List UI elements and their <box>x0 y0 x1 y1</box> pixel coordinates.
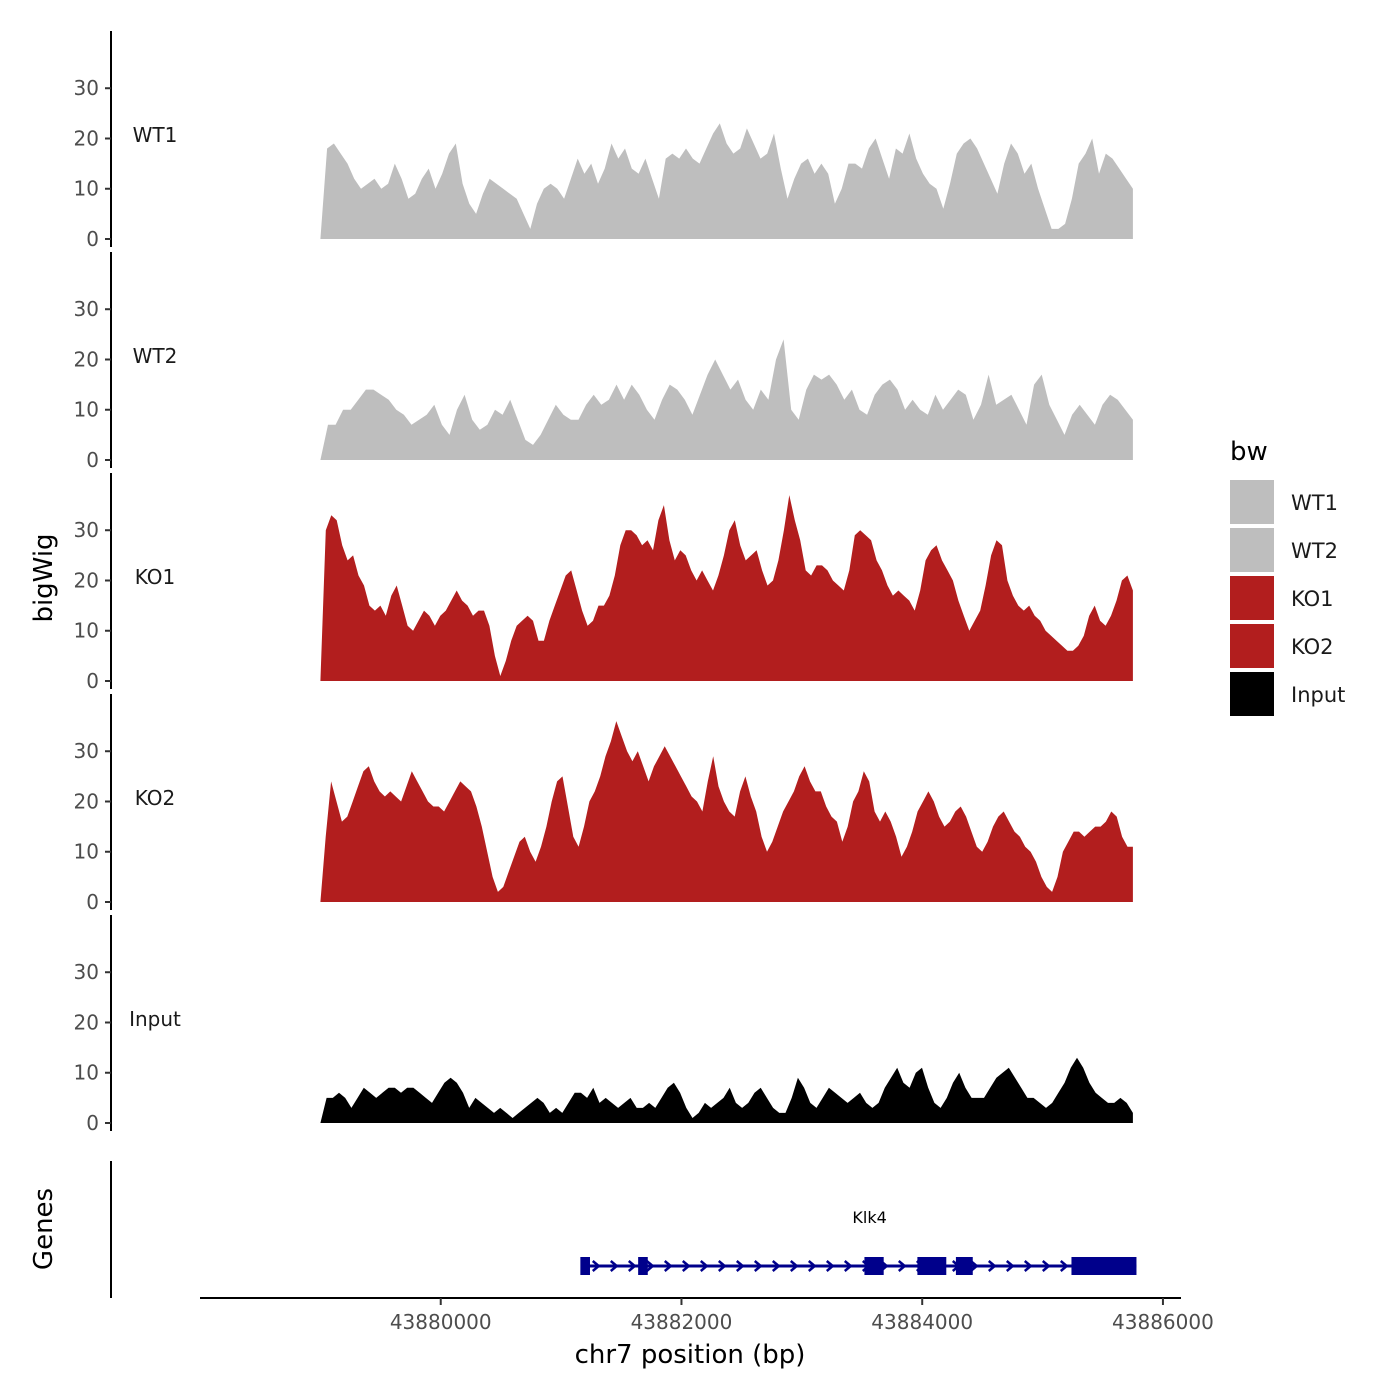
y-tick-label: 0 <box>86 1111 99 1135</box>
strand-arrow <box>717 1260 727 1272</box>
legend-swatch <box>1230 624 1274 668</box>
gene-exon <box>1071 1257 1137 1275</box>
legend-entry-wt2: WT2 <box>1230 528 1338 572</box>
strand-arrow <box>897 1260 907 1272</box>
strand-arrow <box>609 1260 619 1272</box>
y-tick-label: 10 <box>74 619 99 643</box>
x-axis-title: chr7 position (bp) <box>575 1340 806 1370</box>
gene-label: Klk4 <box>852 1208 886 1227</box>
x-tick-label: 43886000 <box>1112 1310 1214 1334</box>
strand-arrow <box>699 1260 709 1272</box>
y-tick-label: 20 <box>74 789 99 813</box>
y-tick-label: 10 <box>74 398 99 422</box>
strand-arrow <box>843 1260 853 1272</box>
track-ko1: 0 10 20 30 KO1 <box>74 473 1133 693</box>
y-tick-label: 20 <box>74 347 99 371</box>
y-tick-label: 30 <box>74 297 99 321</box>
strand-arrow <box>807 1260 817 1272</box>
x-tick-label: 43884000 <box>871 1310 973 1334</box>
strand-arrow <box>825 1260 835 1272</box>
y-tick-label: 0 <box>86 448 99 472</box>
gene-exon <box>864 1257 884 1275</box>
track-label: Input <box>129 1007 181 1031</box>
strand-arrow <box>969 1260 979 1272</box>
strand-arrow <box>1005 1260 1015 1272</box>
strand-arrow <box>1041 1260 1051 1272</box>
gene-exon <box>638 1257 648 1275</box>
legend-swatch <box>1230 480 1274 524</box>
y-tick-label: 10 <box>74 177 99 201</box>
strand-arrow <box>789 1260 799 1272</box>
y-tick-label: 30 <box>74 518 99 542</box>
legend-entry-ko2: KO2 <box>1230 624 1334 668</box>
x-tick-label: 43882000 <box>631 1310 733 1334</box>
legend-swatch <box>1230 528 1274 572</box>
genes-axis-title: Genes <box>29 1188 59 1270</box>
legend-entry-ko1: KO1 <box>1230 576 1334 620</box>
legend-entry-wt1: WT1 <box>1230 480 1338 524</box>
y-tick-label: 30 <box>74 739 99 763</box>
strand-arrow <box>771 1260 781 1272</box>
y-axis-title: bigWig <box>29 533 59 622</box>
x-tick-label: 43880000 <box>390 1310 492 1334</box>
track-label: KO1 <box>135 565 176 589</box>
legend-label: WT1 <box>1291 491 1338 515</box>
track-ko2: 0 10 20 30 KO2 <box>74 694 1133 914</box>
legend-label: Input <box>1291 683 1345 707</box>
y-tick-label: 20 <box>74 126 99 150</box>
y-tick-label: 20 <box>74 1010 99 1034</box>
track-wt2: 0 10 20 30 WT2 <box>74 252 1133 472</box>
legend-label: KO2 <box>1291 635 1334 659</box>
area-wt1 <box>320 123 1133 239</box>
genes-layer: Genes Klk4 <box>29 1161 1137 1298</box>
strand-arrow <box>987 1260 997 1272</box>
legend-entries: WT1 WT2 KO1 KO2 Input <box>1230 480 1345 716</box>
gene-klk4: Klk4 <box>580 1208 1137 1275</box>
strand-arrow <box>681 1260 691 1272</box>
legend-swatch <box>1230 672 1274 716</box>
area-input <box>320 1057 1133 1123</box>
gene-exon <box>917 1257 947 1275</box>
track-input: 0 10 20 30 Input <box>74 915 1133 1135</box>
y-tick-label: 30 <box>74 76 99 100</box>
gene-exon <box>955 1257 973 1275</box>
legend: bw WT1 WT2 KO1 KO2 Input <box>1230 437 1345 716</box>
legend-title: bw <box>1230 437 1268 467</box>
y-tick-label: 0 <box>86 890 99 914</box>
y-tick-label: 20 <box>74 568 99 592</box>
strand-arrow <box>735 1260 745 1272</box>
strand-arrow <box>627 1260 637 1272</box>
legend-label: WT2 <box>1291 539 1338 563</box>
area-ko1 <box>320 495 1133 681</box>
area-ko2 <box>320 721 1133 902</box>
track-label: KO2 <box>135 786 176 810</box>
strand-arrow <box>591 1260 601 1272</box>
y-tick-label: 10 <box>74 1061 99 1085</box>
strand-arrow <box>1059 1260 1069 1272</box>
track-label: WT2 <box>133 344 178 368</box>
y-tick-label: 30 <box>74 960 99 984</box>
y-tick-label: 10 <box>74 840 99 864</box>
strand-arrow <box>663 1260 673 1272</box>
gene-marks: Klk4 <box>580 1208 1137 1275</box>
strand-arrow <box>753 1260 763 1272</box>
y-tick-label: 0 <box>86 669 99 693</box>
gene-exon <box>580 1257 590 1275</box>
legend-entry-input: Input <box>1230 672 1345 716</box>
x-ticks: 43880000 43882000 43884000 43886000 <box>390 1298 1214 1334</box>
strand-arrow <box>645 1260 655 1272</box>
area-wt2 <box>320 339 1133 460</box>
x-axis: 43880000 43882000 43884000 43886000 chr7 po… <box>200 1297 1214 1370</box>
strand-arrow <box>1023 1260 1033 1272</box>
legend-swatch <box>1230 576 1274 620</box>
legend-label: KO1 <box>1291 587 1334 611</box>
track-label: WT1 <box>133 123 178 147</box>
y-tick-label: 0 <box>86 227 99 251</box>
track-wt1: 0 10 20 30 WT1 <box>74 31 1133 251</box>
tracks-layer: 0 10 20 30 WT1 0 10 20 30 WT2 0 10 20 30 KO1 0 10 20 30 KO2… <box>74 31 1133 1135</box>
